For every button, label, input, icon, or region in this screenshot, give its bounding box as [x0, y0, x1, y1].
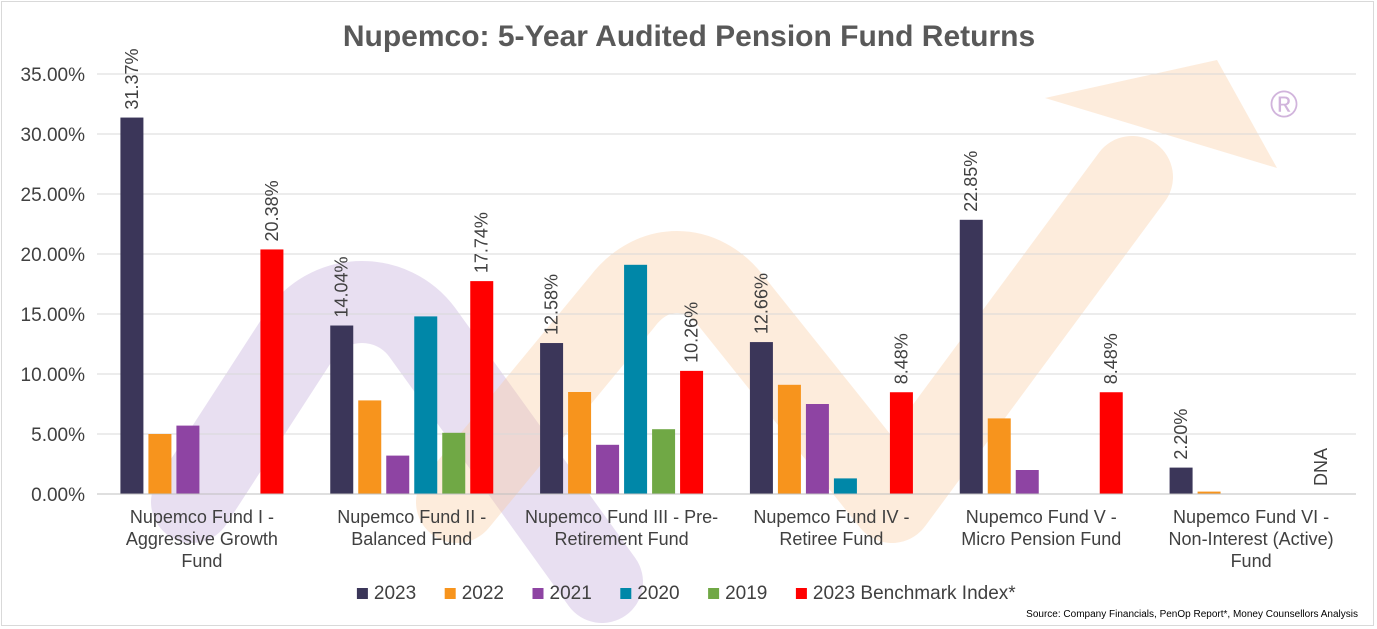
bar-2022 [568, 392, 592, 494]
bar-2021 [596, 444, 620, 494]
legend-label: 2021 [550, 583, 592, 604]
y-tick-label: 15.00% [21, 305, 86, 326]
y-tick-label: 10.00% [21, 365, 86, 386]
legend-swatch [356, 588, 368, 599]
bar-2021 [1015, 470, 1039, 494]
y-tick-label: 35.00% [21, 65, 86, 86]
legend-label: 2022 [462, 583, 504, 604]
bar-2023-benchmark-index- [889, 392, 913, 494]
y-tick-label: 25.00% [21, 185, 86, 206]
data-label: 12.58% [542, 274, 562, 335]
legend-item: 2023 [356, 583, 416, 604]
category-label: Nupemco Fund II -Balanced Fund [337, 507, 486, 549]
category-label: Nupemco Fund VI -Non-Interest (Active) Fu… [1169, 507, 1334, 571]
arrow-watermark: ® [151, 60, 1298, 623]
legend-item: 2020 [620, 583, 680, 604]
legend-item: 2021 [532, 583, 592, 604]
data-label: 8.48% [891, 333, 911, 384]
source-note: Source: Company Financials, PenOp Report… [1026, 609, 1358, 620]
category-label: Nupemco Fund IV -Retiree Fund [753, 507, 909, 549]
bar-2023 [1169, 467, 1193, 494]
bar-2023-benchmark-index- [680, 370, 704, 494]
bar-2020 [414, 316, 438, 494]
bar-2023 [120, 117, 144, 494]
data-label: 2.20% [1171, 409, 1191, 460]
legend-swatch [620, 588, 632, 599]
data-label: 17.74% [472, 212, 492, 273]
category-label: Nupemco Fund V -Micro Pension Fund [961, 507, 1121, 549]
data-label: 20.38% [262, 180, 282, 241]
data-label: 10.26% [682, 302, 702, 363]
bars [120, 117, 1221, 495]
legend-item: 2022 [444, 583, 504, 604]
legend-item: 2023 Benchmark Index* [795, 583, 1016, 604]
bar-2023 [540, 343, 564, 494]
bar-2020 [833, 478, 857, 494]
bar-2022 [1197, 491, 1221, 494]
legend-swatch [795, 588, 807, 599]
bar-2023-benchmark-index- [470, 281, 494, 494]
legend-label: 2023 [374, 583, 416, 604]
y-tick-label: 0.00% [31, 485, 85, 506]
bar-2023 [330, 325, 354, 494]
bar-2019 [652, 429, 676, 494]
bar-2019 [442, 432, 466, 494]
bar-2022 [358, 400, 382, 494]
data-label: DNA [1311, 448, 1331, 486]
legend-swatch [708, 588, 720, 599]
category-label: Nupemco Fund I -Aggressive Growth Fund [126, 507, 278, 571]
bar-2020 [624, 264, 648, 494]
legend-item: 2019 [708, 583, 767, 604]
watermark-orange-arrowhead [1045, 60, 1277, 168]
data-label: 12.66% [751, 273, 771, 334]
data-label: 31.37% [122, 48, 142, 109]
bar-2021 [176, 425, 200, 494]
legend: 2023 2022 2021 2020 2019 2023 Benchmark Index… [356, 583, 1016, 604]
legend-swatch [532, 588, 544, 599]
legend-label: 2019 [725, 583, 767, 604]
x-axis: Nupemco Fund I -Aggressive Growth Fund Nup… [97, 493, 1356, 571]
chart-title: Nupemco: 5-Year Audited Pension Fund Ret… [343, 20, 1035, 53]
y-axis: 0.00% 5.00% 10.00% 15.00% 20.00% 25.00% 30.00%… [21, 65, 86, 506]
bar-2022 [148, 434, 172, 494]
category-label: Nupemco Fund III - Pre-Retirement Fund [525, 507, 718, 549]
legend-swatch [444, 588, 456, 599]
registered-mark: ® [1270, 84, 1298, 126]
y-tick-label: 30.00% [21, 125, 86, 146]
bar-2023 [959, 219, 983, 495]
y-tick-label: 5.00% [31, 425, 85, 446]
bar-2023-benchmark-index- [1099, 392, 1123, 494]
bar-2021 [386, 455, 410, 494]
bar-2022 [777, 384, 801, 494]
bar-2022 [987, 418, 1011, 494]
bar-2021 [805, 404, 829, 494]
data-label: 22.85% [961, 151, 981, 212]
bar-2023 [749, 342, 773, 494]
legend-label: 2023 Benchmark Index* [813, 583, 1016, 604]
y-tick-label: 20.00% [21, 245, 86, 266]
bar-2023-benchmark-index- [260, 249, 284, 494]
data-label: 14.04% [332, 256, 352, 317]
data-labels: 31.37% 20.38% 14.04% 17.74% 12.58% 10.26% 12.6… [122, 48, 1331, 486]
data-label: 8.48% [1101, 333, 1121, 384]
legend-label: 2020 [637, 583, 679, 604]
